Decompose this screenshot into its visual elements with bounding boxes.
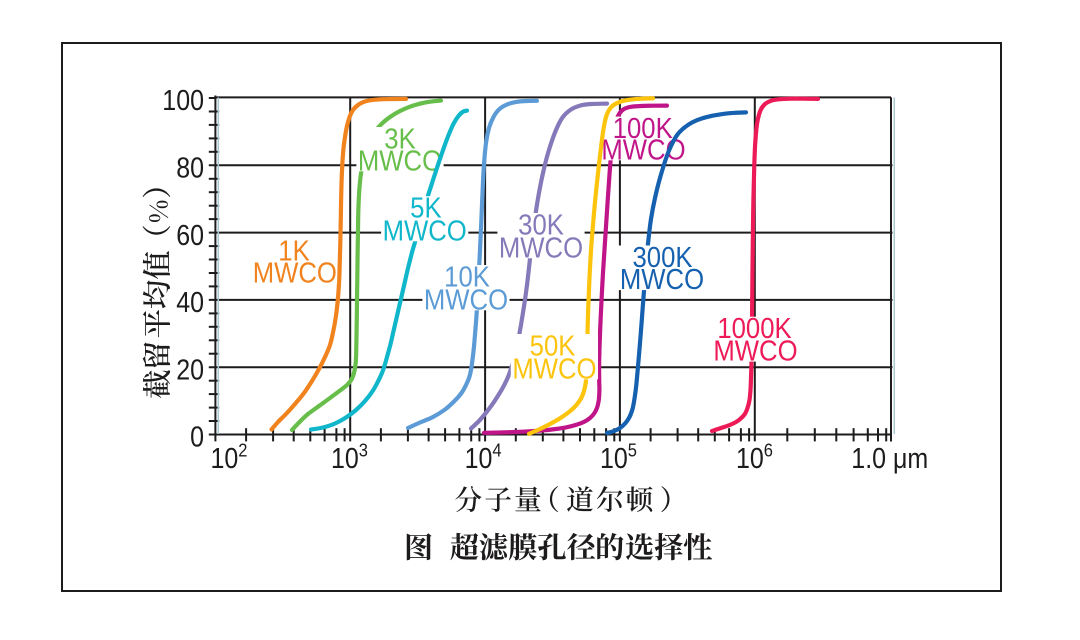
svg-text:100K: 100K <box>613 112 673 145</box>
svg-text:60: 60 <box>176 219 204 251</box>
svg-text:MWCO: MWCO <box>713 334 797 367</box>
svg-text:MWCO: MWCO <box>512 352 596 385</box>
svg-text:MWCO: MWCO <box>620 263 704 296</box>
svg-text:20: 20 <box>176 354 204 386</box>
svg-text:80: 80 <box>176 152 204 184</box>
svg-text:106: 106 <box>736 439 773 474</box>
svg-text:1.0 μm: 1.0 μm <box>851 443 928 475</box>
svg-text:300K: 300K <box>633 240 693 273</box>
svg-text:0: 0 <box>190 421 204 453</box>
svg-text:30K: 30K <box>518 208 564 241</box>
svg-text:10K: 10K <box>444 260 490 293</box>
svg-text:40: 40 <box>176 287 204 319</box>
svg-text:100: 100 <box>162 85 204 117</box>
svg-text:1K: 1K <box>278 234 309 267</box>
svg-text:50K: 50K <box>530 329 576 362</box>
svg-text:1000K: 1000K <box>717 312 791 345</box>
svg-text:3K: 3K <box>384 122 415 155</box>
svg-text:MWCO: MWCO <box>424 283 508 316</box>
svg-text:5K: 5K <box>410 191 441 224</box>
svg-text:MWCO: MWCO <box>253 256 337 289</box>
svg-text:MWCO: MWCO <box>358 144 442 177</box>
svg-text:MWCO: MWCO <box>383 214 467 247</box>
svg-text:MWCO: MWCO <box>499 231 583 264</box>
